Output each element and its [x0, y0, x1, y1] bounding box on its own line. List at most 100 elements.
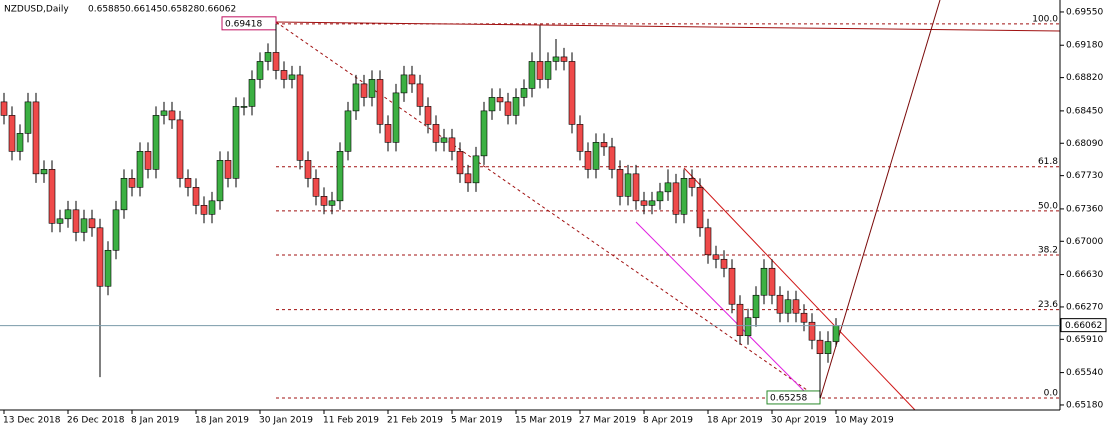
candle-body: [592, 142, 600, 170]
candle-body: [216, 160, 224, 202]
candle-body: [520, 88, 528, 98]
candle-body: [824, 341, 832, 355]
y-tick-label: 0.67730: [1066, 171, 1103, 181]
candle-body: [512, 97, 520, 116]
candle-body: [672, 182, 680, 215]
candle-body: [120, 178, 128, 211]
candle-body: [664, 182, 672, 193]
y-tick-label: 0.65540: [1066, 368, 1103, 378]
candle-body: [504, 101, 512, 116]
channel-line: [635, 221, 806, 393]
candle-body: [160, 110, 168, 116]
candle-body: [192, 187, 200, 206]
fib-level-label: 50.0: [1038, 201, 1058, 211]
fib-level-label: 61.8: [1038, 157, 1058, 167]
fib-high-label: 0.69418: [225, 19, 262, 29]
candle-body: [704, 227, 712, 256]
candle-body: [608, 146, 616, 170]
x-tick-label: 5 Mar 2019: [451, 416, 503, 426]
candle-body: [208, 200, 216, 215]
candle-body: [480, 110, 488, 157]
candle-body: [648, 200, 656, 206]
y-tick-label: 0.66270: [1066, 302, 1103, 312]
candle-body: [776, 294, 784, 314]
candle-body: [264, 52, 272, 62]
candle-body: [80, 218, 88, 233]
candle-body: [0, 101, 8, 116]
current-price-box: [1060, 318, 1107, 333]
x-tick-label: 8 Apr 2019: [643, 416, 693, 426]
candle-body: [144, 151, 152, 170]
candle-body: [720, 258, 728, 269]
candle-body: [40, 169, 48, 175]
candle-body: [352, 83, 360, 112]
candle-body: [288, 74, 296, 80]
candle-body: [248, 79, 256, 107]
fib-low-label: 0.65258: [770, 393, 807, 403]
x-tick-label: 30 Jan 2019: [259, 416, 313, 426]
candle-body: [360, 83, 368, 98]
candle-body: [536, 61, 544, 80]
y-tick-label: 0.65910: [1066, 335, 1103, 345]
y-tick-label: 0.66630: [1066, 270, 1103, 280]
candle-body: [48, 169, 56, 224]
candle-body: [104, 249, 112, 287]
candle-body: [16, 133, 24, 152]
candle-body: [456, 151, 464, 175]
candle-body: [280, 70, 288, 80]
chart-symbol: NZDUSD,Daily: [4, 5, 69, 15]
candle-body: [784, 299, 792, 314]
candle-body: [368, 79, 376, 98]
header-high: 0.66145: [125, 5, 162, 15]
candle-body: [600, 142, 608, 148]
x-tick-label: 30 Apr 2019: [771, 416, 827, 426]
candle-body: [624, 173, 632, 197]
fib-level-label: 0.0: [1044, 388, 1059, 398]
fib-level-label: 23.6: [1038, 300, 1058, 310]
candle-body: [632, 173, 640, 202]
candle-body: [296, 74, 304, 161]
candle-body: [240, 106, 248, 108]
candle-body: [488, 97, 496, 112]
candle-body: [544, 61, 552, 80]
plot: [275, 0, 1061, 411]
candle-body: [272, 52, 280, 71]
y-tick-label: 0.68450: [1066, 106, 1103, 116]
x-tick-label: 18 Apr 2019: [707, 416, 763, 426]
candle-body: [64, 209, 72, 220]
candle-body: [576, 124, 584, 152]
candle-body: [128, 178, 136, 188]
candle-body: [752, 294, 760, 319]
candle-body: [696, 187, 704, 229]
current-price-label: 0.66062: [1065, 321, 1102, 331]
header-low: 0.65828: [162, 5, 199, 15]
fib-high-box: [221, 16, 277, 31]
candle-body: [320, 196, 328, 206]
candle-body: [736, 303, 744, 337]
candle-body: [136, 151, 144, 188]
candle-body: [832, 325, 840, 342]
candle-body: [56, 218, 64, 224]
candle-body: [552, 56, 560, 62]
x-tick-label: 11 Feb 2019: [323, 416, 379, 426]
candle-body: [112, 209, 120, 251]
y-tick-label: 0.67000: [1066, 237, 1103, 247]
x-tick-label: 26 Dec 2018: [67, 416, 125, 426]
y-tick-label: 0.69180: [1066, 41, 1103, 51]
candle-body: [472, 155, 480, 184]
candle-body: [88, 218, 96, 229]
candle-body: [376, 79, 384, 125]
x-tick-label: 13 Dec 2018: [3, 416, 61, 426]
candle-body: [384, 124, 392, 143]
candle-body: [8, 115, 16, 152]
candle-body: [728, 267, 736, 305]
candle-body: [344, 110, 352, 152]
x-tick-label: 18 Jan 2019: [195, 416, 249, 426]
candle-body: [584, 151, 592, 170]
y-tick-label: 0.68090: [1066, 139, 1103, 149]
candle-body: [528, 61, 536, 89]
candle-body: [496, 97, 504, 103]
y-tick-label: 0.67360: [1066, 204, 1103, 214]
candle-body: [408, 74, 416, 85]
